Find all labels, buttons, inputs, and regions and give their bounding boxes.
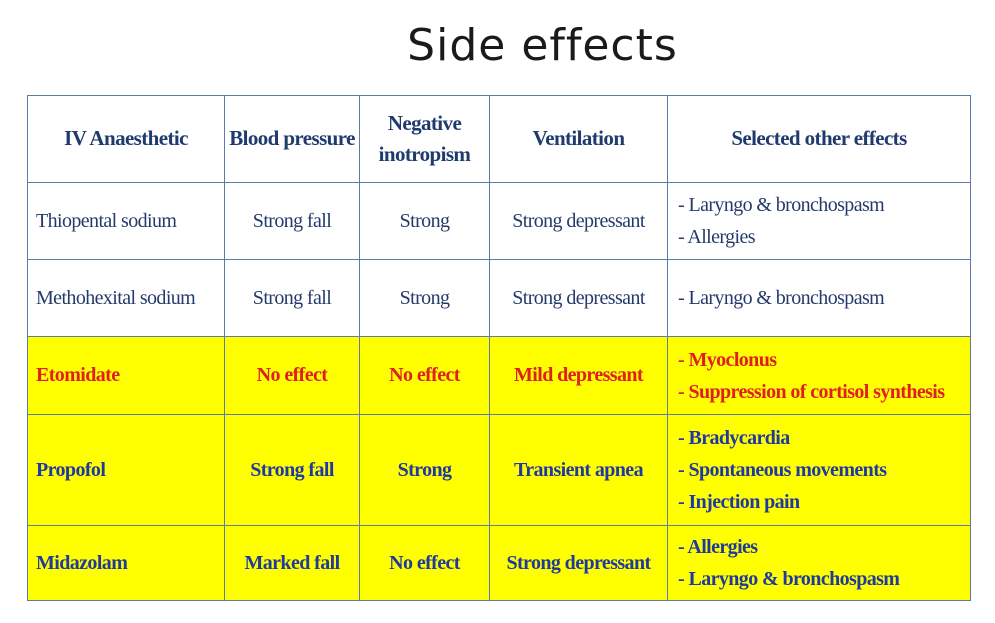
row-inotropism: No effect [359,336,490,415]
row-blood-pressure: No effect [224,336,360,415]
effect-item: - Laryngo & bronchospasm [678,287,885,309]
row-inotropism: Strong [359,259,490,337]
effect-item: - Allergies [678,226,756,248]
header-iv-anaesthetic: IV Anaesthetic [27,95,225,183]
table-header-row: IV Anaesthetic Blood pressure Negative i… [27,95,971,183]
row-effects: - Laryngo & bronchospasm - Allergies [667,182,971,260]
row-blood-pressure: Marked fall [224,525,360,601]
row-name: Midazolam [27,525,225,601]
row-ventilation: Strong depressant [489,182,668,260]
effect-item: - Myoclonus [678,348,777,371]
row-name: Methohexital sodium [27,259,225,337]
row-name: Propofol [27,414,225,526]
row-blood-pressure: Strong fall [224,414,360,526]
header-selected-other-effects: Selected other effects [667,95,971,183]
table-row: Thiopental sodium Strong fall Strong Str… [27,182,971,260]
effect-item: - Laryngo & bronchospasm [678,194,885,216]
row-blood-pressure: Strong fall [224,182,360,260]
effect-item: - Bradycardia [678,427,790,449]
effect-item: - Suppression of cortisol synthesis [678,380,945,403]
row-inotropism: No effect [359,525,490,601]
effect-item: - Allergies [678,536,758,558]
row-ventilation: Strong depressant [489,259,668,337]
row-effects: - Bradycardia - Spontaneous movements - … [667,414,971,526]
effect-item: - Laryngo & bronchospasm [678,568,900,590]
header-ventilation: Ventilation [489,95,668,183]
header-blood-pressure: Blood pressure [224,95,360,183]
table-row: Midazolam Marked fall No effect Strong d… [27,525,971,601]
row-name: Thiopental sodium [27,182,225,260]
side-effects-table: IV Anaesthetic Blood pressure Negative i… [27,95,971,601]
row-ventilation: Strong depressant [489,525,668,601]
row-effects: - Allergies - Laryngo & bronchospasm [667,525,971,601]
row-name: Etomidate [27,336,225,415]
table-row: Propofol Strong fall Strong Transient ap… [27,414,971,526]
row-inotropism: Strong [359,182,490,260]
effect-item: - Injection pain [678,491,800,513]
page-title: Side effects [407,20,678,71]
row-ventilation: Mild depressant [489,336,668,415]
row-inotropism: Strong [359,414,490,526]
header-negative-inotropism: Negative inotropism [359,95,490,183]
row-effects: - Laryngo & bronchospasm [667,259,971,337]
row-ventilation: Transient apnea [489,414,668,526]
effect-item: - Spontaneous movements [678,459,887,481]
table-row: Methohexital sodium Strong fall Strong S… [27,259,971,337]
row-effects: - Myoclonus - Suppression of cortisol sy… [667,336,971,415]
row-blood-pressure: Strong fall [224,259,360,337]
table-row: Etomidate No effect No effect Mild depre… [27,336,971,415]
